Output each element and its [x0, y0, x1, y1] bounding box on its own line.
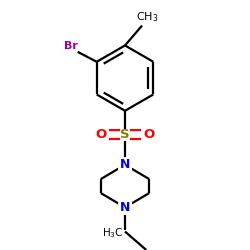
Text: H$_3$C: H$_3$C	[102, 226, 124, 240]
Text: S: S	[120, 128, 130, 141]
Text: O: O	[96, 128, 107, 141]
Text: N: N	[120, 201, 130, 214]
Text: O: O	[143, 128, 154, 141]
Text: Br: Br	[64, 41, 78, 51]
Text: CH$_3$: CH$_3$	[136, 10, 159, 24]
Text: N: N	[120, 158, 130, 171]
